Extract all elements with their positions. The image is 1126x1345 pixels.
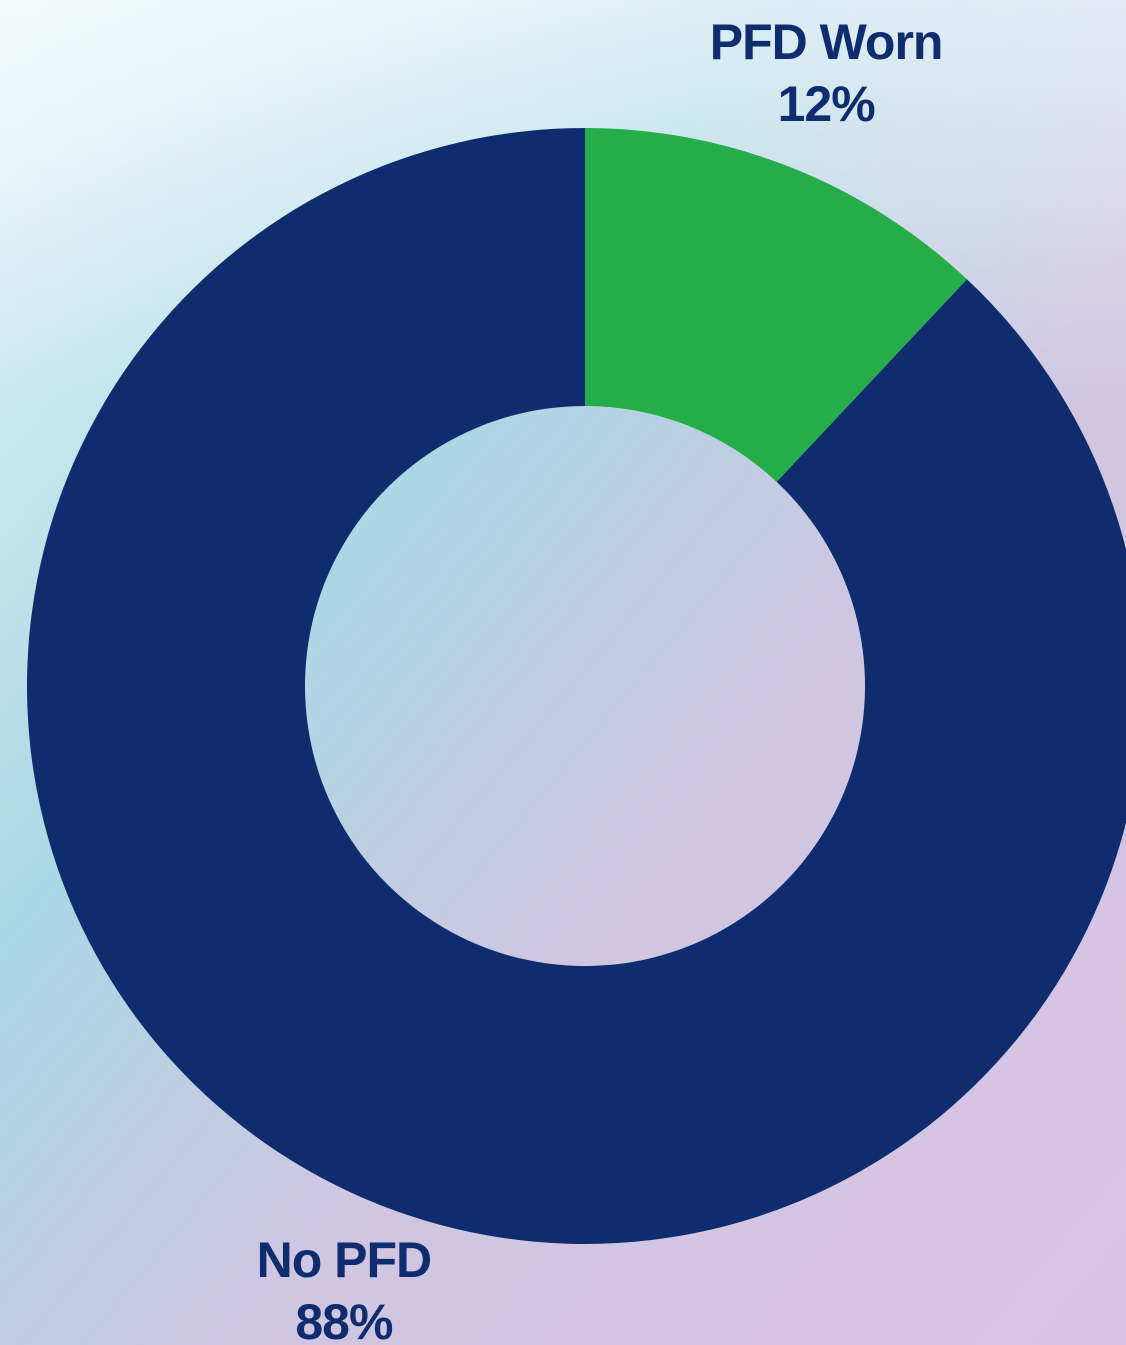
donut-slice [27, 128, 1126, 1244]
slice-label: PFD Worn [710, 14, 943, 70]
donut-slice [585, 128, 967, 482]
slice-label: No PFD [257, 1232, 432, 1288]
donut: PFD Worn 12% No PFD 88% [27, 14, 1126, 1345]
slice-value-label: 88% [295, 1294, 393, 1345]
slice-value-label: 12% [778, 76, 876, 132]
